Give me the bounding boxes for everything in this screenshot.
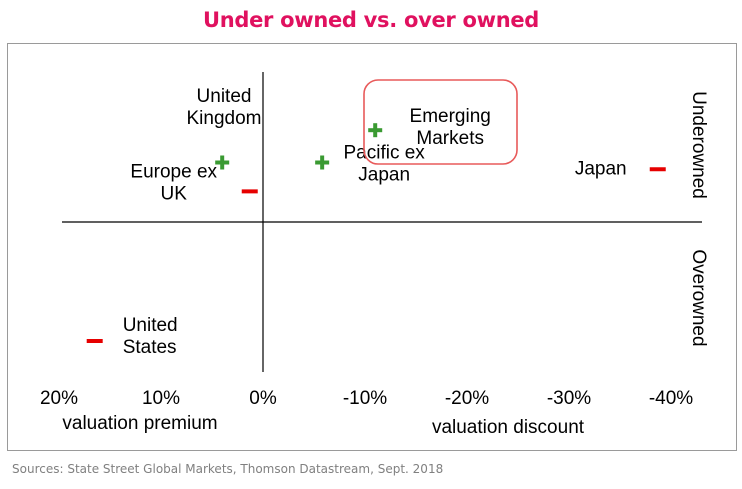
point-label: Pacific ex	[344, 143, 426, 164]
point-label: Kingdom	[187, 108, 262, 129]
x-tick-label: -20%	[445, 388, 489, 409]
x-tick-label: 20%	[40, 388, 78, 409]
point-label: Markets	[416, 128, 484, 149]
point-label: Japan	[358, 165, 410, 186]
x-tick-label: 10%	[142, 388, 180, 409]
source-note: Sources: State Street Global Markets, Th…	[12, 462, 444, 476]
x-axis-label-discount: valuation discount	[432, 417, 585, 438]
x-tick-label: -40%	[649, 388, 693, 409]
x-tick-label: -10%	[343, 388, 387, 409]
chart-frame	[7, 43, 737, 451]
highlight-box	[363, 79, 518, 165]
chart-title: Under owned vs. over owned	[202, 8, 540, 32]
point-label: UK	[161, 183, 188, 204]
point-label: Europe ex	[130, 161, 217, 182]
x-tick-label: 0%	[249, 388, 277, 409]
point-label: Japan	[575, 158, 627, 179]
point-label: United	[123, 315, 178, 336]
point-label: Emerging	[410, 106, 491, 127]
point-label: United	[197, 86, 252, 107]
x-axis-label-premium: valuation premium	[62, 413, 217, 434]
x-tick-label: -30%	[547, 388, 591, 409]
y-label-underowned: Underowned	[688, 91, 709, 199]
y-label-overowned: Overowned	[688, 249, 709, 346]
point-label: States	[123, 337, 177, 358]
